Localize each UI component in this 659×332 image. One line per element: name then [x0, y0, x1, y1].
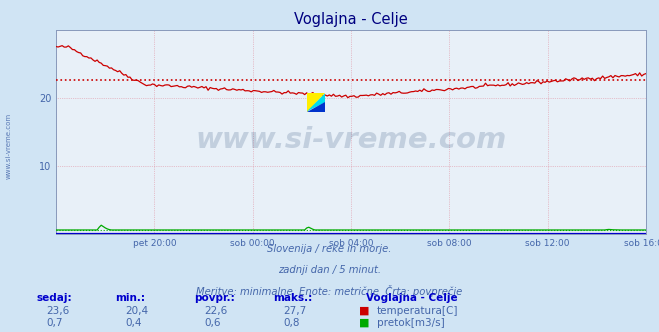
- Text: www.si-vreme.com: www.si-vreme.com: [5, 113, 12, 179]
- Text: 0,8: 0,8: [283, 318, 300, 328]
- Text: Voglajna - Celje: Voglajna - Celje: [366, 293, 457, 303]
- Text: Slovenija / reke in morje.: Slovenija / reke in morje.: [268, 244, 391, 254]
- Title: Voglajna - Celje: Voglajna - Celje: [294, 12, 408, 27]
- Text: 0,4: 0,4: [125, 318, 142, 328]
- Text: 20,4: 20,4: [125, 306, 148, 316]
- Text: temperatura[C]: temperatura[C]: [377, 306, 459, 316]
- Text: 27,7: 27,7: [283, 306, 306, 316]
- Text: ■: ■: [359, 318, 370, 328]
- Text: 0,6: 0,6: [204, 318, 221, 328]
- Text: 23,6: 23,6: [46, 306, 69, 316]
- Text: sedaj:: sedaj:: [36, 293, 72, 303]
- Text: zadnji dan / 5 minut.: zadnji dan / 5 minut.: [278, 265, 381, 275]
- Text: 0,7: 0,7: [46, 318, 63, 328]
- Text: www.si-vreme.com: www.si-vreme.com: [195, 126, 507, 154]
- Text: Meritve: minimalne  Enote: metrične  Črta: povprečje: Meritve: minimalne Enote: metrične Črta:…: [196, 285, 463, 297]
- Polygon shape: [306, 93, 325, 112]
- Text: maks.:: maks.:: [273, 293, 313, 303]
- Text: ■: ■: [359, 306, 370, 316]
- Polygon shape: [306, 102, 325, 112]
- Text: pretok[m3/s]: pretok[m3/s]: [377, 318, 445, 328]
- Polygon shape: [306, 93, 325, 112]
- Text: 22,6: 22,6: [204, 306, 227, 316]
- Text: min.:: min.:: [115, 293, 146, 303]
- Text: povpr.:: povpr.:: [194, 293, 235, 303]
